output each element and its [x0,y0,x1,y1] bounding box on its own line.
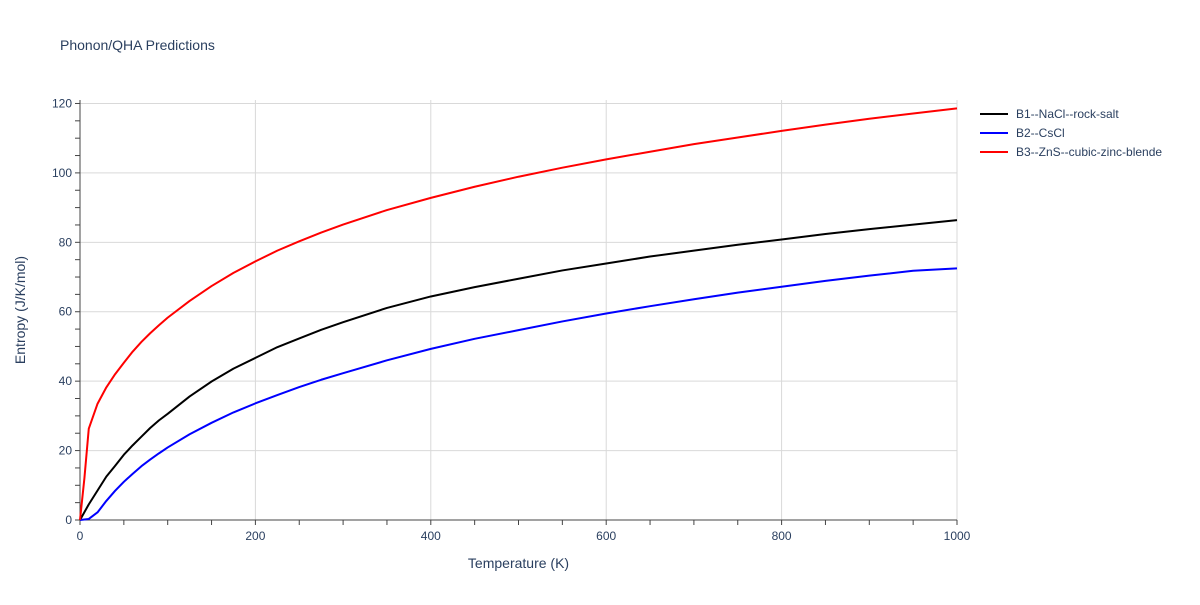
x-tick-label: 800 [772,529,792,543]
x-tick-label: 0 [77,529,84,543]
grid-lines [80,100,958,520]
series-line-0[interactable] [79,219,958,521]
y-tick-label: 20 [59,444,73,458]
x-tick-label: 1000 [944,529,971,543]
legend[interactable]: B1--NaCl--rock-salt B2--CsCl B3--ZnS--cubi… [980,107,1162,159]
legend-label: B2--CsCl [1016,126,1065,140]
series-line-2[interactable] [79,107,958,521]
series-line-1[interactable] [79,267,958,521]
x-tick-label: 200 [245,529,265,543]
x-tick-label: 600 [596,529,616,543]
y-tick-label: 100 [52,166,72,180]
axis-ticks: 0 200 400 600 800 1000 0 20 40 60 80 100 120 [52,96,971,543]
legend-item[interactable]: B1--NaCl--rock-salt [980,107,1119,121]
x-axis-label: Temperature (K) [468,555,569,571]
y-tick-label: 120 [52,96,72,110]
y-axis-label: Entropy (J/K/mol) [12,256,28,364]
legend-item[interactable]: B3--ZnS--cubic-zinc-blende [980,145,1162,159]
y-tick-label: 80 [59,235,73,249]
y-tick-label: 40 [59,374,73,388]
x-tick-label: 400 [421,529,441,543]
axes [79,100,957,521]
y-tick-label: 0 [65,513,72,527]
legend-label: B3--ZnS--cubic-zinc-blende [1016,145,1162,159]
chart-title: Phonon/QHA Predictions [60,37,215,53]
data-series [79,107,958,521]
y-tick-label: 60 [59,305,73,319]
legend-label: B1--NaCl--rock-salt [1016,107,1119,121]
legend-item[interactable]: B2--CsCl [980,126,1065,140]
